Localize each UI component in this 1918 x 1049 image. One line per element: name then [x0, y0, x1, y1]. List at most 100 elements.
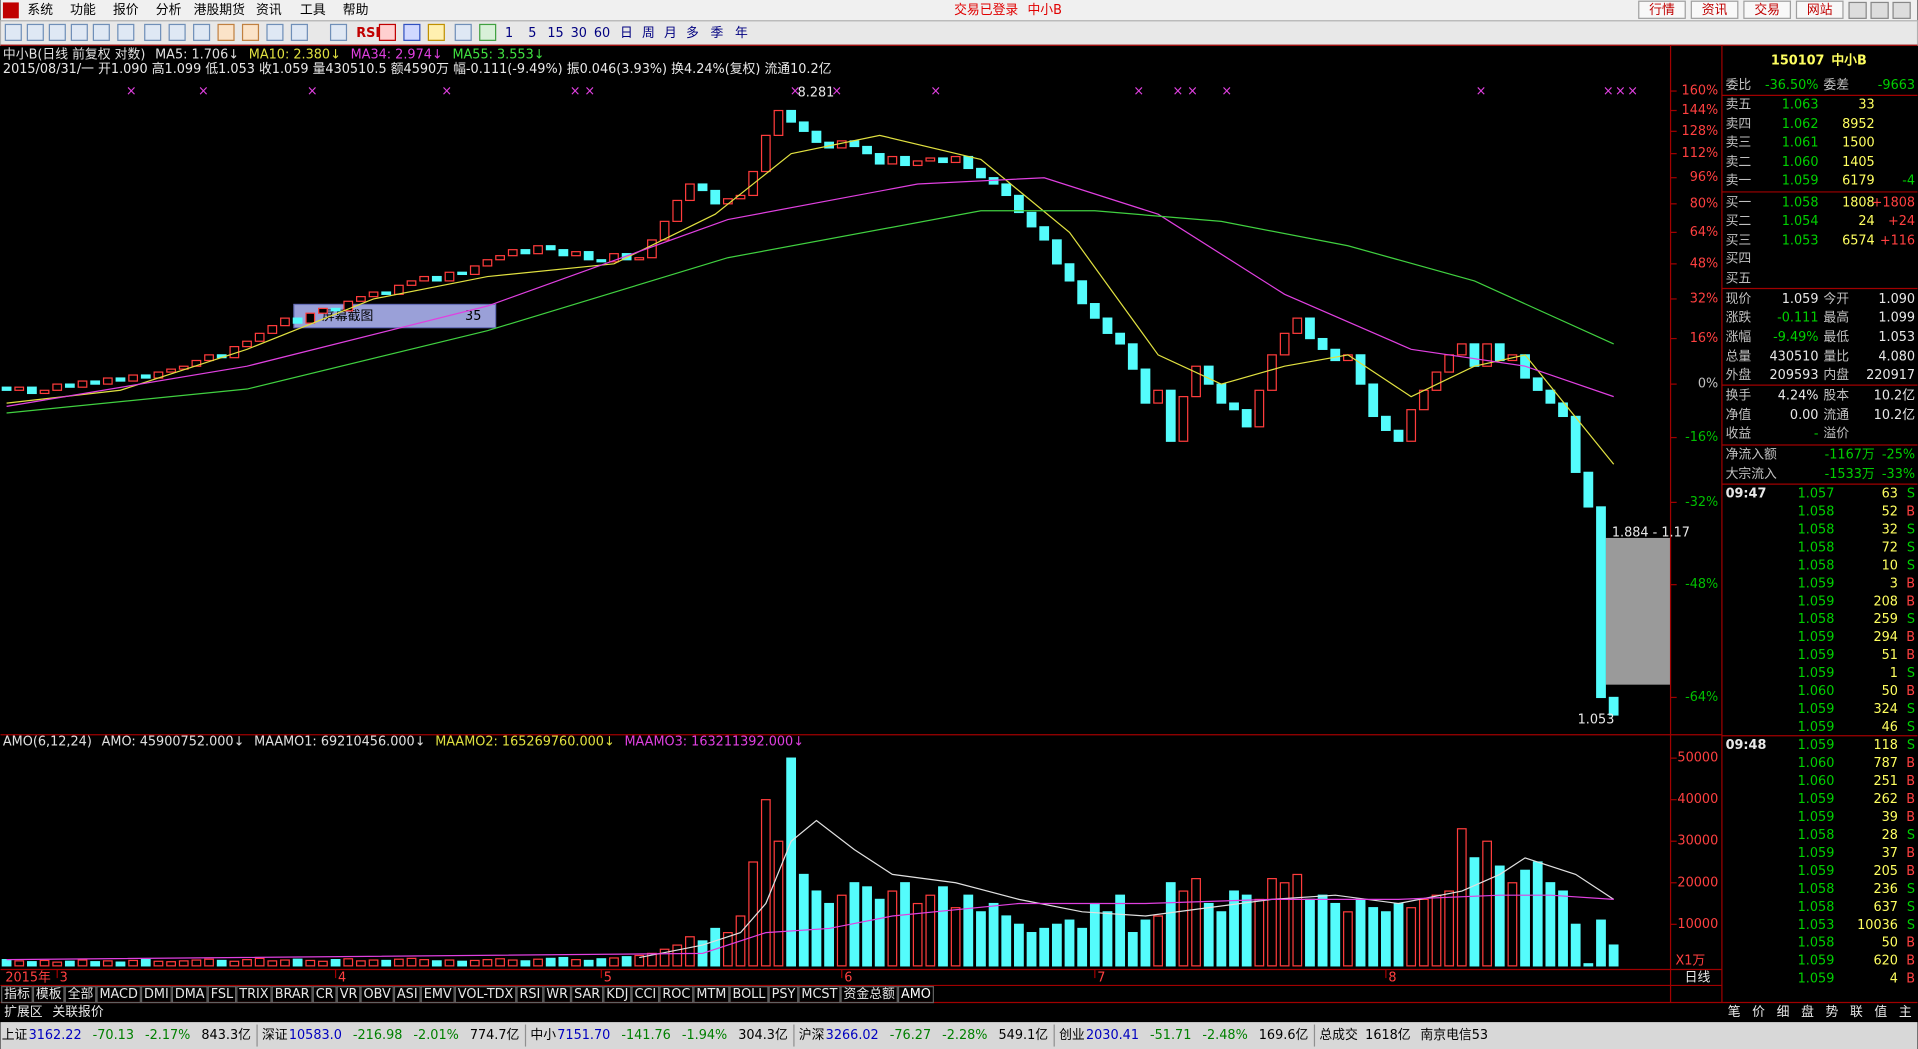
indicator-tab[interactable]: DMI	[144, 987, 169, 1002]
tool-icon[interactable]	[479, 23, 497, 41]
indicator-tab[interactable]: ASI	[397, 987, 418, 1002]
indicator-tab[interactable]: MACD	[99, 987, 138, 1002]
menu-button-frame[interactable]	[1690, 0, 1739, 19]
period-button[interactable]: 周	[642, 26, 655, 41]
tool-icon[interactable]	[217, 23, 235, 41]
tool-icon[interactable]	[144, 23, 162, 41]
period-button[interactable]: 1	[505, 26, 513, 41]
tool-icon[interactable]	[290, 23, 308, 41]
tool-icon[interactable]	[92, 23, 110, 41]
quote-tab[interactable]: 笔	[1728, 1004, 1741, 1020]
menu-button[interactable]: 交易	[1754, 2, 1780, 18]
indicator-tab[interactable]: PSY	[772, 987, 796, 1002]
tool-icon[interactable]	[454, 23, 472, 41]
period-button[interactable]: 5	[528, 26, 536, 41]
tool-icon[interactable]	[329, 23, 348, 41]
tick-volume: 637	[1873, 900, 1897, 915]
menu-button-frame[interactable]	[1638, 0, 1686, 19]
indicator-tab[interactable]: KDJ	[606, 987, 628, 1002]
indicator-tab[interactable]: 指标	[4, 987, 30, 1002]
quote-tab[interactable]: 主	[1899, 1005, 1912, 1020]
period-button[interactable]: 年	[735, 26, 748, 41]
indicator-tab[interactable]: EMV	[424, 987, 452, 1002]
indicator-tab[interactable]: SAR	[574, 987, 600, 1002]
menu-button-frame[interactable]	[1743, 0, 1791, 19]
stat-value: 220917	[1866, 368, 1915, 383]
indicator-tab[interactable]: BOLL	[733, 987, 767, 1002]
indicator-tab[interactable]: FSL	[211, 987, 234, 1002]
period-button[interactable]: 15	[547, 26, 563, 41]
indicator-tab[interactable]: TRIX	[238, 987, 269, 1002]
quote-tab[interactable]: 细	[1777, 1005, 1790, 1020]
tool-icon[interactable]	[193, 23, 211, 41]
volume-bar	[495, 958, 505, 967]
period-button[interactable]: 30	[571, 26, 587, 41]
indicator-tab[interactable]: 模板	[36, 987, 62, 1002]
menu-button-frame[interactable]	[1795, 0, 1844, 19]
minimize-button[interactable]	[1848, 1, 1867, 19]
tool-icon[interactable]	[378, 23, 396, 41]
indicator-tab[interactable]: 资金总额	[844, 986, 895, 1002]
period-button[interactable]: 60	[594, 26, 610, 41]
quote-tab[interactable]: 盘	[1801, 1004, 1814, 1020]
indicator-tab[interactable]: DMA	[175, 987, 205, 1002]
menu-item[interactable]: 系统	[27, 3, 53, 18]
y-tick-label: 50000	[1677, 751, 1718, 766]
menu-button[interactable]: 行情	[1649, 3, 1675, 18]
popup-title: 屏幕截图	[322, 309, 373, 324]
period-button[interactable]: 多	[686, 26, 699, 41]
indicator-tab[interactable]: CCI	[635, 987, 657, 1002]
indicator-tab[interactable]: CR	[316, 987, 334, 1002]
y-tick-label: 32%	[1690, 291, 1719, 306]
tick-price: 1.059	[1798, 648, 1835, 663]
menu-button[interactable]: 网站	[1807, 3, 1833, 18]
close-button[interactable]	[1892, 1, 1911, 19]
menu-item[interactable]: 帮助	[343, 3, 369, 18]
tool-icon[interactable]	[241, 23, 260, 41]
period-button[interactable]: 季	[711, 26, 724, 41]
extra-tab[interactable]: 扩展区	[4, 1005, 43, 1020]
tool-icon[interactable]	[117, 23, 135, 41]
volume-bar	[1596, 919, 1606, 967]
indicator-tab[interactable]: AMO	[901, 987, 931, 1002]
menu-item[interactable]: 资讯	[256, 3, 282, 18]
quote-tab[interactable]: 价	[1752, 1005, 1765, 1020]
menu-item[interactable]: 工具	[300, 3, 326, 18]
volume-bar	[760, 799, 771, 967]
extra-tab[interactable]: 关联报价	[52, 1005, 103, 1020]
stat-label: 量比	[1823, 350, 1849, 365]
indicator-tab[interactable]: RSI	[519, 987, 540, 1002]
tool-icon[interactable]	[266, 23, 284, 41]
menu-button[interactable]: 资讯	[1702, 3, 1728, 18]
indicator-tab[interactable]: MCST	[801, 987, 837, 1002]
indicator-tab[interactable]: ROC	[662, 987, 690, 1002]
index-value: 304.3亿	[738, 1028, 788, 1043]
indicator-tab[interactable]: 全部	[68, 986, 94, 1002]
tool-icon[interactable]	[427, 23, 445, 41]
quote-tab[interactable]: 联	[1850, 1005, 1863, 1020]
indicator-tab[interactable]: MTM	[696, 987, 726, 1002]
menu-item[interactable]: 港股期货	[194, 2, 245, 18]
indicator-tab[interactable]: VR	[340, 987, 358, 1002]
menu-item[interactable]: 报价	[113, 3, 139, 18]
tool-icon[interactable]	[403, 23, 421, 41]
volume-bar	[938, 886, 948, 967]
period-button[interactable]: 日	[620, 26, 633, 41]
indicator-tab[interactable]: OBV	[364, 987, 392, 1002]
tool-icon[interactable]	[168, 23, 186, 41]
indicator-tab[interactable]: VOL-TDX	[458, 987, 514, 1002]
maximize-button[interactable]	[1870, 1, 1889, 19]
rsi-button[interactable]: RSI	[356, 26, 380, 41]
indicator-tab[interactable]: BRAR	[275, 987, 310, 1002]
quote-tab[interactable]: 势	[1826, 1004, 1839, 1020]
tool-icon[interactable]	[26, 23, 44, 41]
tool-icon[interactable]	[48, 23, 66, 41]
quote-tab[interactable]: 值	[1874, 1004, 1887, 1020]
tool-icon[interactable]	[70, 23, 88, 41]
period-button[interactable]: 月	[664, 26, 677, 41]
indicator-tab[interactable]: WR	[546, 987, 568, 1002]
tool-icon[interactable]	[4, 23, 22, 41]
menu-item[interactable]: 功能	[70, 3, 96, 18]
menu-item[interactable]: 分析	[156, 3, 182, 18]
volume-bar	[1292, 873, 1303, 967]
